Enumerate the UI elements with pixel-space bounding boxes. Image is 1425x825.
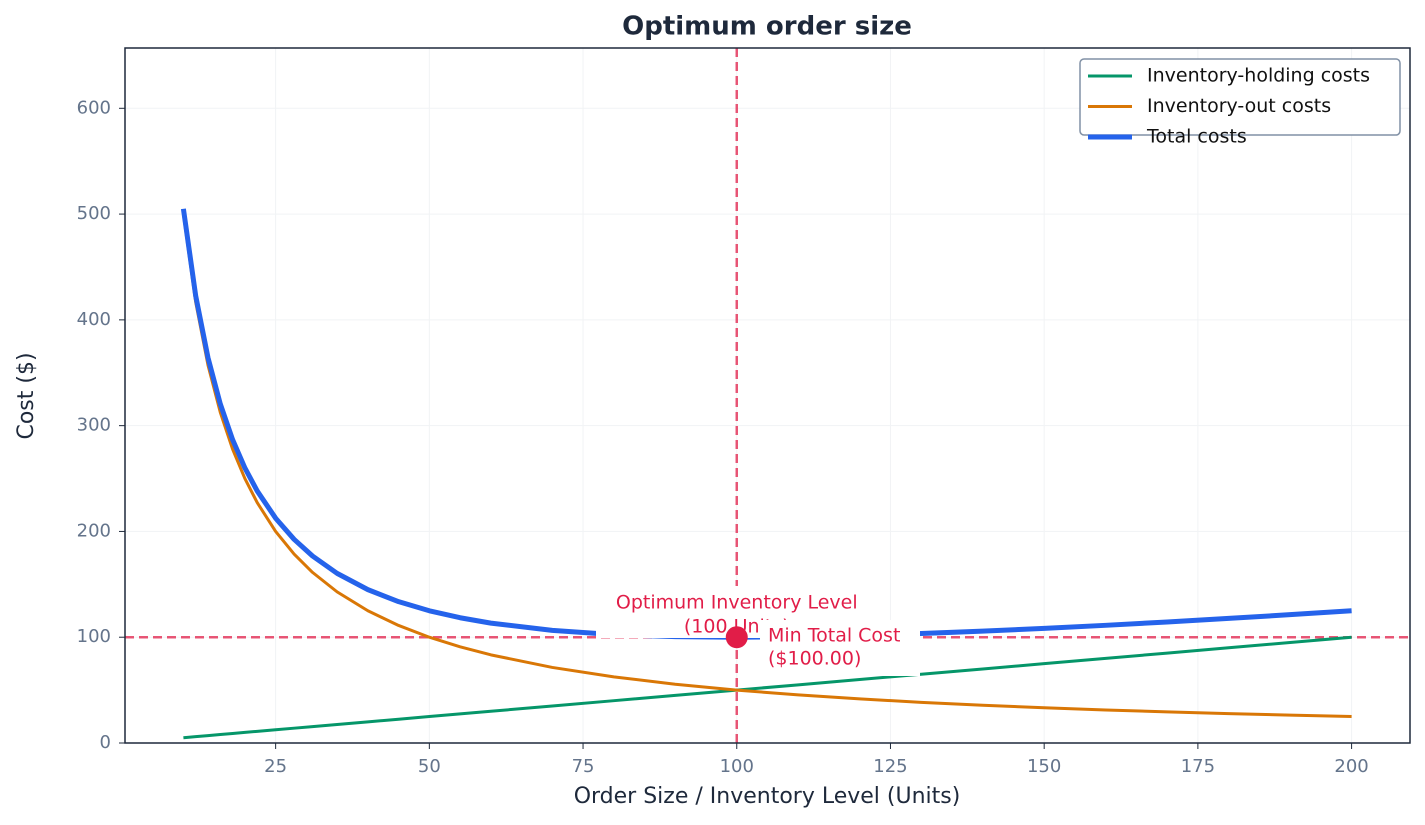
plot-frame — [124, 47, 1411, 744]
annotation-box — [760, 620, 920, 676]
y-tick-label: 0 — [100, 732, 111, 753]
x-axis-label: Order Size / Inventory Level (Units) — [574, 784, 961, 809]
annotation: Min Total Cost — [768, 625, 900, 647]
series-line — [180, 208, 1352, 640]
series-line — [183, 635, 1352, 740]
y-tick-label: 500 — [77, 203, 111, 224]
legend-label: Inventory-holding costs — [1147, 65, 1370, 87]
series-line — [181, 213, 1352, 719]
x-tick-label: 50 — [418, 756, 441, 777]
x-tick-label: 175 — [1181, 756, 1215, 777]
y-tick-label: 100 — [77, 626, 111, 647]
y-tick-label: 600 — [77, 97, 111, 118]
y-axis-label: Cost ($) — [14, 352, 39, 439]
x-tick-label: 200 — [1334, 756, 1368, 777]
annotation: Optimum Inventory Level — [616, 592, 858, 614]
x-tick-label: 150 — [1027, 756, 1061, 777]
x-tick-label: 75 — [572, 756, 595, 777]
y-tick-label: 400 — [77, 309, 111, 330]
legend-label: Total costs — [1146, 126, 1247, 148]
optimum-point — [725, 626, 748, 649]
y-tick-label: 300 — [77, 415, 111, 436]
legend-box — [1079, 58, 1401, 136]
x-tick-label: 25 — [264, 756, 287, 777]
chart-title: Optimum order size — [622, 12, 912, 42]
annotation: ($100.00) — [768, 648, 861, 670]
x-tick-label: 125 — [873, 756, 907, 777]
legend-label: Inventory-out costs — [1147, 95, 1331, 117]
x-tick-label: 100 — [720, 756, 754, 777]
y-tick-label: 200 — [77, 520, 111, 541]
